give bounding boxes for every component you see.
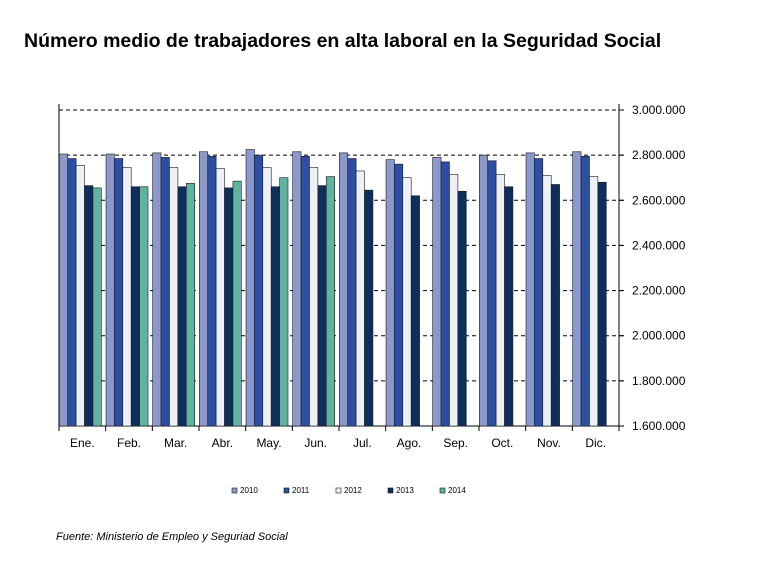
bar-2010 <box>105 153 115 427</box>
bar-2010 <box>385 159 395 427</box>
legend-label: 2013 <box>396 486 414 495</box>
bar-2011 <box>487 160 497 427</box>
bar-2014 <box>232 180 242 427</box>
bar-2010 <box>59 153 69 427</box>
source-note: Fuente: Ministerio de Empleo y Seguriad … <box>56 531 288 543</box>
bar-2013 <box>504 186 514 427</box>
bar-2014 <box>185 183 195 427</box>
bar-2014 <box>92 187 102 427</box>
legend-swatch-2011 <box>283 487 290 494</box>
bar-2011 <box>347 158 357 427</box>
legend-label: 2012 <box>344 486 362 495</box>
bar-2010 <box>479 154 489 427</box>
bar-2012 <box>215 168 225 427</box>
x-tick-label: Abr. <box>212 436 233 450</box>
bar-2010 <box>339 152 349 427</box>
x-tick-label: Ene. <box>70 436 95 450</box>
bar-2010 <box>152 152 162 427</box>
legend-label: 2011 <box>292 486 310 495</box>
bar-2013 <box>84 185 94 427</box>
bar-2013 <box>550 184 560 427</box>
bar-2012 <box>309 167 319 427</box>
legend-swatch-2012 <box>335 487 342 494</box>
legend-label: 2014 <box>448 486 466 495</box>
y-tick-label: 3.000.000 <box>632 103 686 117</box>
legend-swatch-2014 <box>439 487 446 494</box>
bar-2011 <box>160 157 170 427</box>
y-tick-label: 2.200.000 <box>632 284 686 298</box>
bar-2010 <box>525 152 535 427</box>
x-tick-label: Mar. <box>164 436 187 450</box>
x-tick-label: Sep. <box>443 436 468 450</box>
legend-swatch-2010 <box>231 487 238 494</box>
bar-2010 <box>432 157 442 427</box>
x-tick-label: Dic. <box>585 436 606 450</box>
bar-2011 <box>207 155 217 427</box>
bar-2013 <box>177 186 187 427</box>
bar-2010 <box>199 151 209 427</box>
bar-2014 <box>139 186 149 427</box>
bar-2013 <box>364 189 374 427</box>
chart-title: Número medio de trabajadores en alta lab… <box>24 30 662 52</box>
bar-2012 <box>75 165 85 427</box>
bar-2013 <box>224 187 234 427</box>
x-tick-label: Nov. <box>537 436 561 450</box>
bar-2013 <box>130 186 140 427</box>
bar-2013 <box>410 195 420 427</box>
bar-2011 <box>394 163 404 427</box>
x-tick-label: Feb. <box>117 436 141 450</box>
y-tick-label: 2.400.000 <box>632 238 686 252</box>
bar-2012 <box>355 170 365 427</box>
legend-label: 2010 <box>240 486 258 495</box>
x-tick-label: Jun. <box>304 436 327 450</box>
bar-2010 <box>572 151 582 427</box>
bar-2012 <box>542 175 552 427</box>
bar-2011 <box>534 158 544 427</box>
bar-2013 <box>270 186 280 427</box>
bar-2012 <box>495 174 505 427</box>
bar-2013 <box>317 185 327 427</box>
bar-2012 <box>589 176 599 427</box>
bar-2012 <box>169 167 179 427</box>
bar-2012 <box>262 167 272 427</box>
y-tick-label: 2.000.000 <box>632 329 686 343</box>
bar-2013 <box>597 181 607 427</box>
x-tick-label: May. <box>256 436 281 450</box>
bar-2013 <box>457 190 467 427</box>
bar-2011 <box>254 154 264 427</box>
y-tick-label: 2.600.000 <box>632 193 686 207</box>
y-tick-label: 2.800.000 <box>632 148 686 162</box>
bar-2011 <box>300 155 310 427</box>
x-tick-label: Ago. <box>397 436 422 450</box>
x-tick-label: Oct. <box>491 436 513 450</box>
bar-2014 <box>325 176 335 427</box>
x-tick-label: Jul. <box>353 436 372 450</box>
bar-2011 <box>580 155 590 427</box>
bar-2012 <box>402 177 412 427</box>
bar-2011 <box>114 158 124 427</box>
y-tick-label: 1.800.000 <box>632 374 686 388</box>
bar-2012 <box>449 174 459 427</box>
legend-swatch-2013 <box>387 487 394 494</box>
bar-2010 <box>245 149 255 427</box>
bar-2014 <box>279 177 289 427</box>
y-tick-label: 1.600.000 <box>632 419 686 433</box>
bar-2011 <box>67 158 77 427</box>
bar-2011 <box>440 161 450 427</box>
bar-2010 <box>292 151 302 427</box>
bar-2012 <box>122 167 132 427</box>
